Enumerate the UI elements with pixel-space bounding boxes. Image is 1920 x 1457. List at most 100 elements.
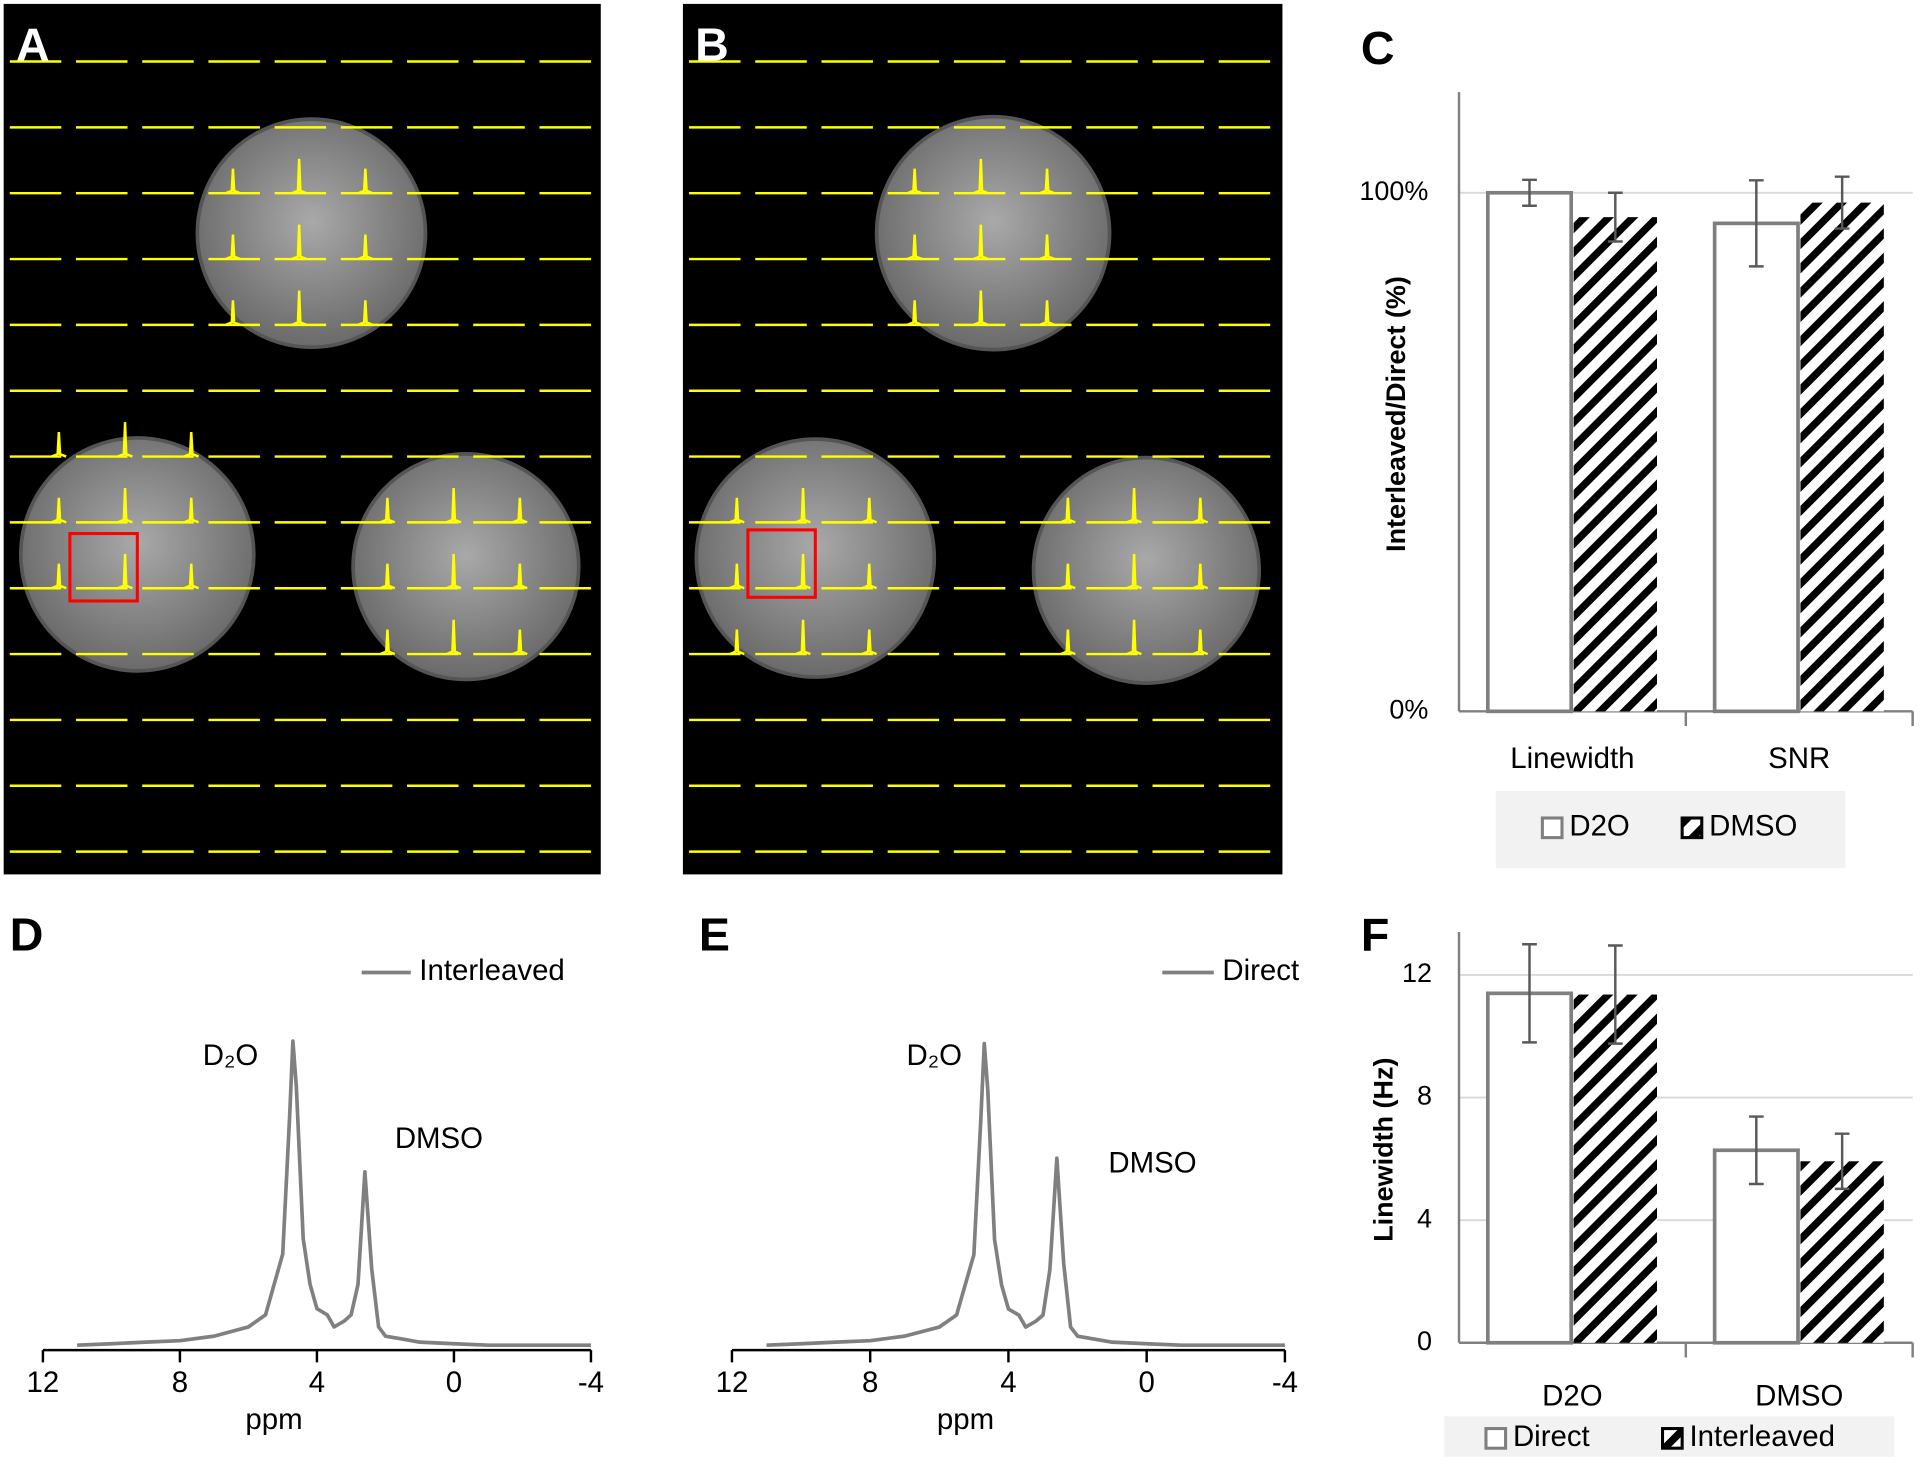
spectrum-peak [973, 290, 989, 327]
spectrum-peak [861, 629, 878, 656]
panel-label: B [695, 18, 729, 70]
x-axis-title: ppm [245, 1403, 302, 1436]
spectrum-peak [1192, 563, 1209, 590]
x-tick-label: 8 [172, 1366, 188, 1399]
legend-label: D2O [1569, 810, 1629, 843]
spectrum-peak [795, 619, 811, 656]
peak-annotation: D₂O [203, 1039, 259, 1072]
x-axis-title: ppm [937, 1403, 994, 1436]
spectrum-line [766, 1041, 1285, 1348]
spectrum-peak [1126, 553, 1142, 590]
spectrum-peak [861, 563, 878, 590]
y-axis-title: Interleaved/Direct (%) [1381, 276, 1411, 552]
spectrum-peak [729, 629, 745, 656]
spectrum-peak [225, 168, 241, 195]
spectrum-peak [183, 497, 200, 524]
spectrum-peak [183, 563, 200, 590]
spectrum-peak [183, 431, 200, 458]
spectrum-peak [1126, 488, 1142, 524]
spectrum-peak [117, 553, 133, 590]
spectrum-peak [51, 497, 67, 524]
spectrum-peak [1060, 563, 1076, 590]
spectrum-peak [512, 563, 528, 590]
bar [1800, 202, 1884, 712]
spectrum-peak [1039, 234, 1055, 261]
x-tick-label: DMSO [1755, 1380, 1843, 1413]
y-tick-label: 8 [1417, 1081, 1432, 1111]
bar [1485, 991, 1574, 1345]
spectrum-peak [973, 158, 989, 195]
error-bar [1748, 179, 1764, 268]
spectrum-peak [795, 553, 811, 590]
spectrum-peak [1192, 497, 1209, 524]
y-tick-label: 0 [1417, 1326, 1432, 1356]
spectrum-peak [795, 488, 811, 524]
legend-label: Direct [1513, 1420, 1590, 1453]
y-tick-label: 0% [1389, 694, 1428, 724]
spectrum-peak [291, 290, 307, 327]
legend-swatch [1660, 1427, 1684, 1450]
spectrum-peak [291, 224, 307, 261]
spectrum-peak [729, 563, 745, 590]
peak-annotation: DMSO [1108, 1147, 1196, 1180]
phantom-disc [195, 117, 428, 350]
voxel-box [68, 532, 139, 603]
x-tick-label: 4 [1000, 1366, 1016, 1399]
error-bar [1607, 944, 1623, 1045]
error-bar [1522, 178, 1537, 207]
spectrum-peak [1060, 497, 1076, 524]
spectrum-peak [291, 158, 307, 195]
spectrum-peak [379, 497, 396, 524]
phantom-disc [351, 452, 581, 682]
spectrum-peak [379, 563, 396, 590]
panel-label: A [16, 18, 50, 70]
peak-annotation: D₂O [906, 1039, 962, 1072]
spectrum-peak [973, 224, 989, 261]
spectrum-peak [51, 431, 67, 458]
error-bar [1522, 943, 1537, 1044]
legend-swatch [1680, 816, 1704, 840]
legend-label: Interleaved [419, 954, 564, 987]
spectrum-peak [51, 563, 67, 590]
x-tick-label: 12 [716, 1366, 749, 1399]
y-tick-label: 4 [1417, 1203, 1432, 1233]
bar [1573, 994, 1658, 1343]
x-tick-label: SNR [1768, 742, 1830, 775]
y-tick-label: 100% [1359, 176, 1428, 206]
y-axis-title: Linewidth (Hz) [1369, 1058, 1399, 1242]
spectrum-peak [512, 629, 528, 656]
spectrum-peak [379, 629, 396, 656]
spectrum-peak [357, 234, 374, 261]
spectrum-peak [357, 300, 374, 327]
peak-annotation: DMSO [395, 1122, 483, 1155]
error-bar [1748, 1115, 1764, 1186]
bar [1712, 221, 1800, 714]
legend-label: DMSO [1709, 810, 1797, 843]
panel-label: E [699, 908, 730, 960]
panel-label: D [10, 908, 44, 960]
spectrum-peak [1039, 300, 1055, 327]
x-tick-label: 4 [309, 1366, 325, 1399]
spectrum-peak [117, 488, 133, 524]
legend-label: Direct [1222, 954, 1299, 987]
x-tick-label: 0 [446, 1366, 462, 1399]
spectrum-line [77, 1039, 591, 1348]
spectrum-peak [225, 234, 241, 261]
x-tick-label: D2O [1542, 1380, 1602, 1413]
spectrum-peak [906, 168, 923, 195]
spectrum-peak [445, 619, 462, 656]
panel-label: F [1361, 908, 1389, 960]
phantom-disc [1031, 455, 1261, 685]
spectrum-peak [357, 168, 374, 195]
phantom-disc [874, 114, 1112, 352]
spectrum-peak [1039, 168, 1055, 195]
error-bar [1834, 175, 1850, 230]
x-tick-label: 8 [862, 1366, 878, 1399]
x-tick-label: -4 [578, 1366, 604, 1399]
spectrum-peak [225, 300, 241, 327]
x-tick-label: 12 [27, 1366, 60, 1399]
x-tick-label: -4 [1272, 1366, 1298, 1399]
spectrum-peak [445, 553, 462, 590]
error-bar [1834, 1132, 1850, 1191]
